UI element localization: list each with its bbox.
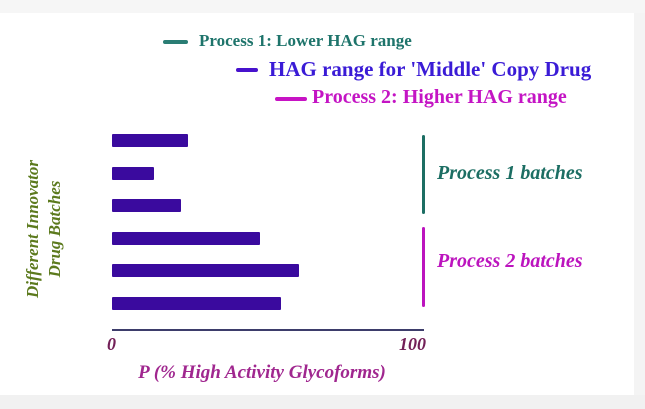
x-axis-line	[112, 329, 424, 331]
x-axis-tick-100: 100	[399, 334, 426, 354]
bar-batch-6	[112, 297, 281, 310]
top-margin-band	[0, 0, 645, 13]
bar-batch-2	[112, 167, 154, 180]
bars	[112, 128, 415, 323]
process1-group-label: Process 1 batches	[437, 162, 583, 184]
process1-bracket-line	[422, 135, 425, 214]
process2-bracket-line	[422, 227, 425, 307]
x-axis-tick-0: 0	[107, 334, 116, 354]
bar-batch-3	[112, 199, 181, 212]
x-axis-label: P (% High Activity Glycoforms)	[138, 362, 386, 383]
bottom-margin-band	[0, 395, 645, 409]
legend-key-process2-icon	[275, 97, 307, 101]
legend-label-process1: Process 1: Lower HAG range	[199, 31, 412, 50]
y-axis-label-line2: Drug Batches	[45, 180, 65, 278]
bar-batch-5	[112, 264, 299, 277]
bar-batch-1	[112, 134, 188, 147]
legend-key-middle-copy-icon	[236, 68, 258, 72]
y-axis-label-line1: Different Innovator	[23, 159, 42, 299]
y-axis-label: Different Innovator Drug Batches	[22, 145, 68, 313]
legend-label-middle-copy: HAG range for 'Middle' Copy Drug	[269, 57, 592, 81]
bar-batch-4	[112, 232, 260, 245]
right-margin-band	[634, 13, 645, 395]
legend-label-process2: Process 2: Higher HAG range	[312, 86, 567, 108]
process2-group-label: Process 2 batches	[437, 250, 583, 272]
legend-key-process1-icon	[163, 40, 188, 44]
